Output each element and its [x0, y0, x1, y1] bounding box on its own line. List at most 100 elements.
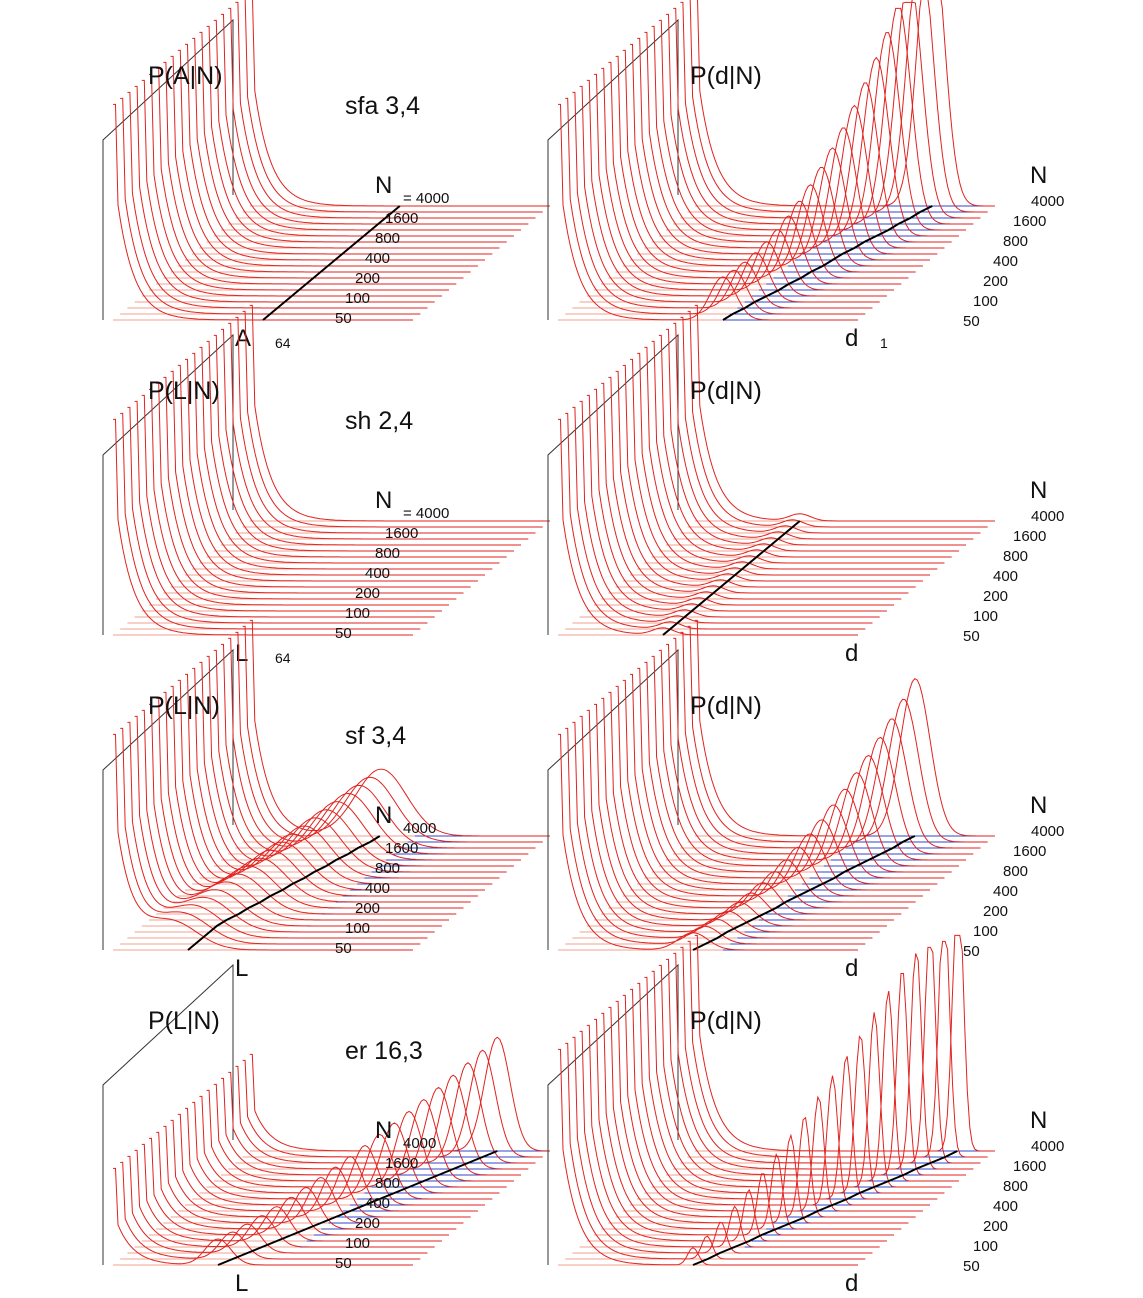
distribution-curve [572, 721, 873, 939]
distribution-curve [630, 988, 930, 1206]
distribution-curve [586, 79, 887, 297]
n-tick-label: 100 [345, 1235, 371, 1252]
distribution-curve [608, 376, 909, 594]
distribution-curve [673, 952, 974, 1170]
distribution-curve [163, 691, 464, 909]
x-axis-label: d [845, 640, 859, 667]
distribution-curve [658, 19, 959, 237]
n-tick-label: 800 [375, 230, 401, 247]
n-tick-label: = 4000 [403, 505, 450, 522]
distribution-curve [149, 703, 449, 921]
n-tick-label: 50 [963, 943, 980, 960]
n-axis-label: N [1030, 792, 1048, 819]
n-tick-label: 4000 [1031, 508, 1065, 525]
n-tick-label: 1600 [385, 1155, 419, 1172]
x-axis-label: L [235, 955, 249, 982]
n-tick-label: 800 [1003, 1178, 1029, 1195]
distribution-curve [622, 679, 923, 897]
distribution-curve [694, 619, 995, 837]
distribution-curve [673, 637, 974, 855]
panel-1-left: P(A|N) sfa 3,4 A 64 N = 4000 1600 800 400 200 100 5… [0, 0, 560, 352]
distribution-curve [206, 1089, 507, 1188]
distribution-curve [177, 1113, 478, 1212]
n-tick-label: 4000 [1031, 193, 1065, 210]
distribution-curve [601, 697, 902, 915]
y-axis-label: P(d|N) [690, 692, 762, 720]
distribution-curve [199, 1095, 500, 1194]
distribution-curve [177, 49, 478, 267]
n-tick-label: 400 [993, 253, 1019, 270]
n-tick-label: 50 [335, 625, 352, 642]
n-tick-label: 200 [355, 900, 381, 917]
n-tick-label: 100 [973, 923, 999, 940]
n-tick-label: 50 [963, 313, 980, 330]
n-axis-label: N [1030, 477, 1048, 504]
distribution-curve [579, 715, 880, 933]
n-tick-label: 1600 [385, 210, 419, 227]
distribution-curve [694, 304, 995, 522]
distribution-curve [630, 43, 930, 261]
distribution-curve [156, 697, 457, 915]
distribution-curve [213, 334, 514, 552]
distribution-curve [228, 322, 529, 540]
distribution-curve [565, 97, 866, 315]
distribution-curve [673, 322, 974, 540]
axis-frame [547, 963, 679, 1265]
distribution-curve [199, 346, 500, 564]
axis-frame [547, 333, 679, 635]
distribution-curve [565, 412, 866, 630]
y-axis-label: P(L|N) [148, 692, 220, 720]
n-tick-label: 1600 [1013, 213, 1047, 230]
distribution-curve [615, 685, 916, 903]
mean-trend-line [187, 835, 381, 951]
distribution-curve [199, 661, 500, 879]
distribution-curve [170, 1119, 471, 1218]
n-tick-label: 800 [375, 545, 401, 562]
distribution-curve [228, 637, 529, 855]
distribution-curve [687, 310, 988, 528]
distribution-curve [579, 1030, 880, 1248]
n-tick-label: 4000 [403, 1135, 437, 1152]
n-tick-label: 200 [983, 588, 1009, 605]
x-axis-label: d [845, 955, 859, 982]
distribution-curve [249, 1036, 550, 1152]
distribution-curve [594, 388, 894, 606]
distribution-curve [141, 709, 442, 927]
distribution-curve [221, 643, 521, 861]
mean-trend-line [692, 835, 916, 951]
distribution-curve [235, 1062, 536, 1164]
distribution-curve [235, 631, 536, 849]
mean-trend-line [217, 1150, 498, 1266]
surface-plot [102, 0, 550, 321]
distribution-curve [680, 1, 981, 219]
panel-2-left: P(L|N) sh 2,4 L 64 N = 4000 1600 800 400 200 100 50 [0, 304, 560, 667]
distribution-curve [127, 721, 428, 939]
n-tick-label: 100 [973, 1238, 999, 1255]
distribution-curve [156, 1131, 457, 1230]
n-axis-label: N [1030, 1107, 1048, 1134]
n-tick-label: 1600 [385, 840, 419, 857]
n-tick-label: 1600 [1013, 528, 1047, 545]
n-tick-label: 50 [963, 1258, 980, 1275]
surface-plot [547, 304, 995, 636]
n-tick-label: 200 [355, 585, 381, 602]
panel-4-left: P(L|N) er 16,3 L N 4000 1600 800 400 200 100 50 [0, 955, 560, 1297]
surface-plot [547, 934, 995, 1266]
distribution-curve [235, 316, 536, 534]
network-label: sfa 3,4 [345, 92, 421, 120]
distribution-curve [141, 394, 442, 612]
distribution-curve [192, 37, 493, 255]
distribution-curve [206, 655, 507, 873]
n-tick-label: 800 [375, 860, 401, 877]
mean-trend-line [262, 205, 401, 321]
distribution-curve [586, 394, 887, 612]
distribution-curve [630, 358, 930, 576]
distribution-curve [185, 673, 485, 891]
x-max-label: 64 [275, 650, 291, 666]
distribution-curve [134, 715, 435, 933]
panel-2-right: P(d|N) d N 4000 1600 800 400 200 100 50 [545, 304, 1105, 667]
distribution-curve [579, 400, 880, 618]
x-axis-label: d [845, 1270, 859, 1297]
n-axis-label: N [375, 487, 393, 514]
n-tick-label: 200 [983, 903, 1009, 920]
